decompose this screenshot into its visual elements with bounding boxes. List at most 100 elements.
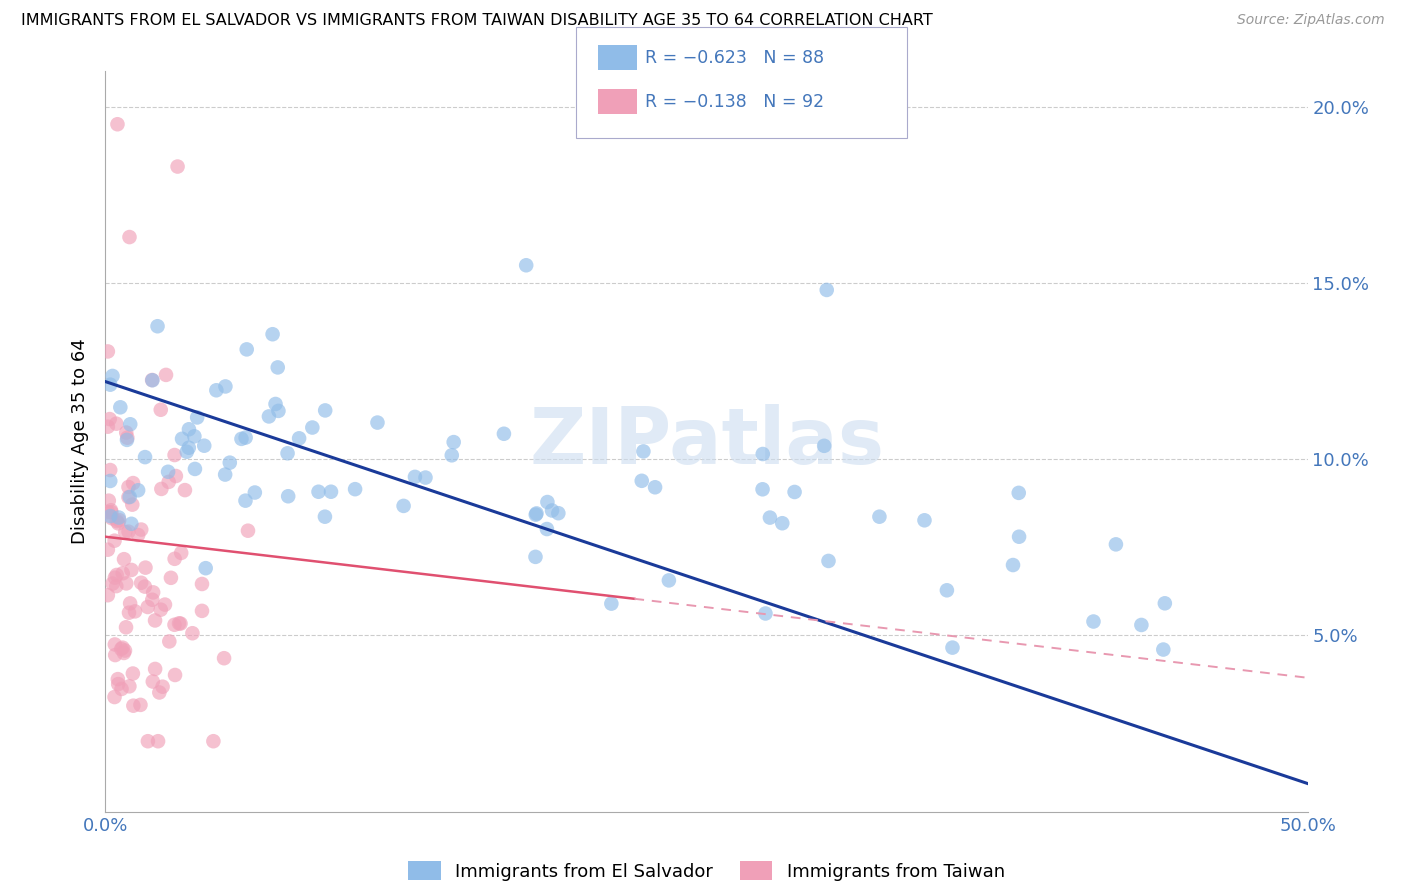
Point [524,508,547,522]
Point [214,467,236,482]
Point [118,679,141,693]
Point [160,571,183,585]
Point [170,432,193,446]
Y-axis label: Disability Age 35 to 64: Disability Age 35 to 64 [72,339,90,544]
Point [193,439,215,453]
Point [104,571,127,585]
Point [107,510,129,524]
Point [98,509,121,524]
Point [644,480,666,494]
Point [186,410,208,425]
Point [783,485,806,500]
Point [163,551,186,566]
Point [104,637,127,651]
Point [142,674,165,689]
Point [157,475,180,489]
Point [1008,530,1031,544]
Point [143,662,166,676]
Point [935,583,957,598]
Point [97,344,120,359]
Point [104,648,127,662]
Point [134,560,156,574]
Point [314,509,336,524]
Point [157,634,180,648]
Point [152,680,174,694]
Point [107,677,129,691]
Point [97,493,120,508]
Point [150,482,173,496]
Point [177,422,200,436]
Point [118,230,141,244]
Point [124,604,146,618]
Point [118,490,141,504]
Point [257,409,280,424]
Point [122,476,145,491]
Point [868,509,890,524]
Point [114,643,136,657]
Point [97,419,120,434]
Point [183,429,205,443]
Point [547,506,569,520]
Point [308,484,330,499]
Point [100,505,122,519]
Point [1152,642,1174,657]
Point [122,698,145,713]
Point [148,685,170,699]
Point [218,456,240,470]
Point [115,425,138,440]
Point [526,507,548,521]
Point [107,117,129,131]
Point [231,432,253,446]
Point [101,576,124,591]
Point [770,516,793,531]
Point [117,490,139,504]
Point [105,417,128,431]
Point [440,448,463,462]
Point [146,319,169,334]
Point [110,681,132,696]
Point [111,640,134,655]
Point [105,579,128,593]
Point [914,513,936,527]
Point [163,448,186,462]
Point [107,516,129,531]
Point [167,616,190,631]
Point [142,585,165,599]
Point [103,533,125,548]
Point [262,327,284,342]
Point [366,416,388,430]
Point [105,514,128,528]
Point [1083,615,1105,629]
Point [127,528,149,542]
Point [98,412,121,426]
Point [205,384,228,398]
Point [163,668,186,682]
Point [120,516,142,531]
Point [97,588,120,602]
Point [115,433,138,447]
Point [98,463,121,477]
Point [100,511,122,525]
Point [117,524,139,539]
Point [120,563,142,577]
Point [129,523,152,537]
Point [117,431,139,445]
Point [98,377,121,392]
Point [105,568,128,582]
Point [536,495,558,509]
Point [288,431,311,445]
Point [146,734,169,748]
Point [536,522,558,536]
Point [97,542,120,557]
Point [110,401,132,415]
Point [202,734,225,748]
Point [1105,537,1128,551]
Point [136,734,159,748]
Point [541,503,564,517]
Text: Source: ZipAtlas.com: Source: ZipAtlas.com [1237,13,1385,28]
Point [111,566,134,581]
Point [492,426,515,441]
Point [103,690,125,704]
Point [236,524,259,538]
Point [751,483,773,497]
